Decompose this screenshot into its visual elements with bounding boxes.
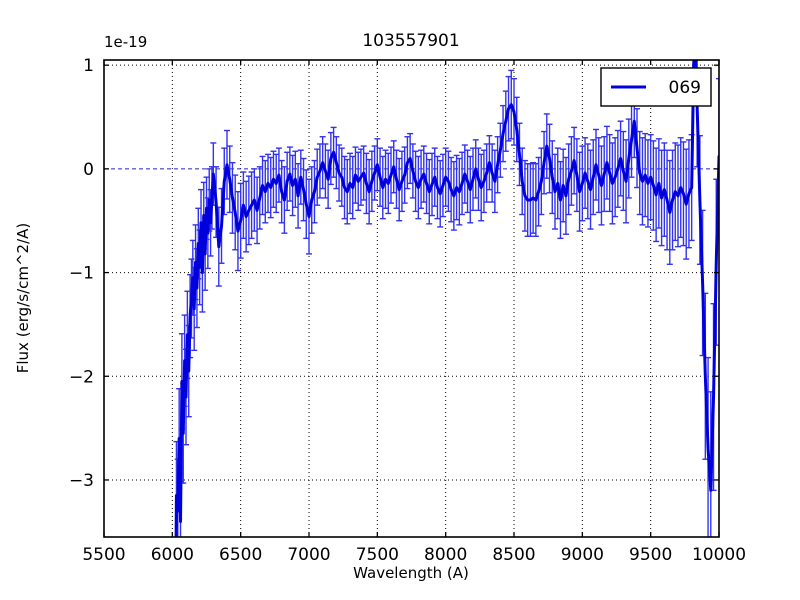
x-tick-label: 9000 (561, 545, 604, 565)
y-tick-label: 0 (83, 160, 94, 180)
flux-line (174, 60, 719, 537)
x-tick-label: 9500 (629, 545, 672, 565)
y-axis-label: Flux (erg/s/cm^2/A) (14, 223, 32, 374)
data-series-group (173, 60, 719, 537)
chart-legend[interactable]: 069 (600, 67, 712, 107)
x-tick-label: 6000 (151, 545, 194, 565)
x-tick-label: 8500 (492, 545, 535, 565)
y-axis-offset-label: 1e-19 (104, 33, 147, 51)
x-tick-label: 5500 (82, 545, 125, 565)
tick-labels: 5500 6000 6500 7000 7500 8000 8500 9000 9500 1000… (69, 56, 746, 565)
y-tick-label: 1 (83, 56, 94, 76)
x-tick-label: 7500 (356, 545, 399, 565)
x-tick-label: 10000 (692, 545, 746, 565)
chart-title: 103557901 (362, 31, 459, 51)
y-tick-label: −1 (69, 264, 94, 284)
axes-frame (103, 59, 720, 538)
x-tick-label: 8000 (424, 545, 467, 565)
legend-entry-label: 069 (669, 78, 701, 98)
x-axis-label: Wavelength (A) (353, 564, 469, 582)
y-tick-label: −3 (69, 471, 94, 491)
x-tick-label: 7000 (287, 545, 330, 565)
x-tick-label: 6500 (219, 545, 262, 565)
axes-border (103, 59, 720, 538)
y-tick-label: −2 (69, 367, 94, 387)
